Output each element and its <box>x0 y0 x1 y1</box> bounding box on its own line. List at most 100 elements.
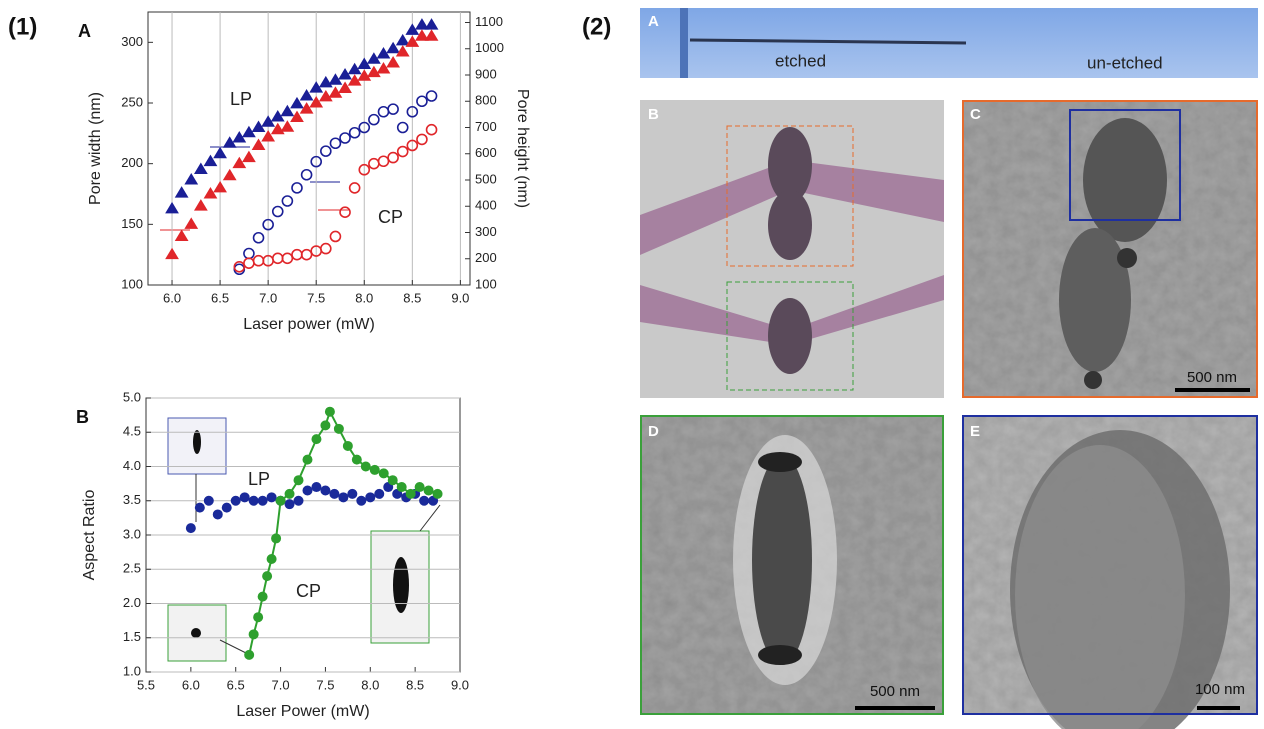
point <box>262 218 274 231</box>
point <box>328 86 343 98</box>
point <box>271 533 282 544</box>
point <box>251 138 266 150</box>
x-tick-label: 8.0 <box>355 290 373 305</box>
highlight <box>726 281 854 391</box>
point <box>284 499 295 510</box>
point <box>378 468 389 479</box>
y-tick-label: 5.0 <box>123 389 141 404</box>
point <box>338 492 349 503</box>
point <box>203 154 218 167</box>
x-tick-label: 8.5 <box>403 290 421 305</box>
point <box>387 475 398 486</box>
annotation: LP <box>230 89 252 109</box>
point <box>396 121 409 134</box>
pore <box>1084 371 1102 389</box>
point <box>233 260 246 273</box>
point <box>405 488 416 499</box>
point <box>318 75 333 88</box>
scale-label: 100 nm <box>1195 681 1245 698</box>
edge <box>680 8 688 78</box>
y2-tick-label: 1100 <box>475 14 503 29</box>
pointer <box>419 504 441 532</box>
point <box>406 139 419 152</box>
y2-tick-label: 200 <box>475 250 497 265</box>
point <box>243 247 255 260</box>
frame <box>962 415 1258 715</box>
series-label: CP <box>296 581 321 601</box>
point <box>281 252 294 265</box>
point <box>405 35 420 47</box>
x-tick-label: 9.0 <box>451 290 469 305</box>
point <box>302 454 313 465</box>
point <box>280 104 295 117</box>
point <box>318 89 333 102</box>
y2-tick-label: 300 <box>475 224 497 239</box>
cone <box>640 275 944 345</box>
point <box>428 495 439 506</box>
point <box>300 248 313 261</box>
x-tick-label: 6.0 <box>182 677 200 692</box>
point <box>347 74 362 86</box>
point <box>348 182 361 194</box>
y-tick-label: 250 <box>121 94 143 109</box>
point <box>424 29 439 41</box>
point <box>281 195 294 207</box>
point <box>365 492 376 503</box>
point <box>203 495 214 506</box>
panel-label: B <box>76 407 89 427</box>
point <box>358 121 371 134</box>
inset-pore <box>393 557 409 613</box>
image-text: etched <box>775 51 826 70</box>
point <box>232 156 247 169</box>
y-tick-label: 150 <box>121 216 143 231</box>
point <box>243 257 255 269</box>
image-text: un-etched <box>1087 53 1163 72</box>
point <box>293 475 304 486</box>
point <box>252 254 265 267</box>
point <box>291 248 303 261</box>
pore <box>758 452 802 472</box>
x-tick-label: 7.0 <box>259 290 277 305</box>
scale-label: 500 nm <box>870 683 920 700</box>
panel-label: D <box>648 423 659 440</box>
point <box>252 231 265 244</box>
point <box>310 155 323 168</box>
y-tick-label: 1.5 <box>123 629 141 644</box>
panel-a: A etched un-etched <box>640 8 1258 78</box>
point <box>396 145 409 158</box>
point <box>357 69 372 81</box>
point <box>356 495 367 506</box>
point <box>193 199 208 211</box>
pore <box>768 127 812 203</box>
annotation: CP <box>378 207 403 227</box>
point <box>395 33 410 46</box>
pore <box>1117 248 1137 268</box>
point <box>266 492 277 503</box>
point <box>348 126 361 139</box>
x-tick-label: 7.5 <box>307 290 325 305</box>
y-tick-label: 2.0 <box>123 595 141 610</box>
point <box>333 423 344 434</box>
y2-tick-label: 1000 <box>475 40 504 55</box>
point <box>300 168 313 181</box>
point <box>329 230 342 243</box>
frame <box>640 415 944 715</box>
point <box>293 495 304 506</box>
point <box>253 612 264 623</box>
y2-tick-label: 100 <box>475 276 497 291</box>
point <box>320 145 332 157</box>
scale-label: 500 nm <box>1187 369 1237 386</box>
point <box>377 105 390 118</box>
point <box>351 454 362 465</box>
cone <box>640 160 944 255</box>
point <box>419 495 430 506</box>
point <box>376 62 391 74</box>
y2-tick-label: 400 <box>475 198 497 213</box>
point <box>248 629 259 640</box>
panel-e: 100 nm E <box>962 415 1258 729</box>
point <box>271 205 284 218</box>
point <box>416 133 428 146</box>
point <box>386 41 400 54</box>
inset-pore <box>193 430 201 454</box>
point <box>174 229 189 241</box>
